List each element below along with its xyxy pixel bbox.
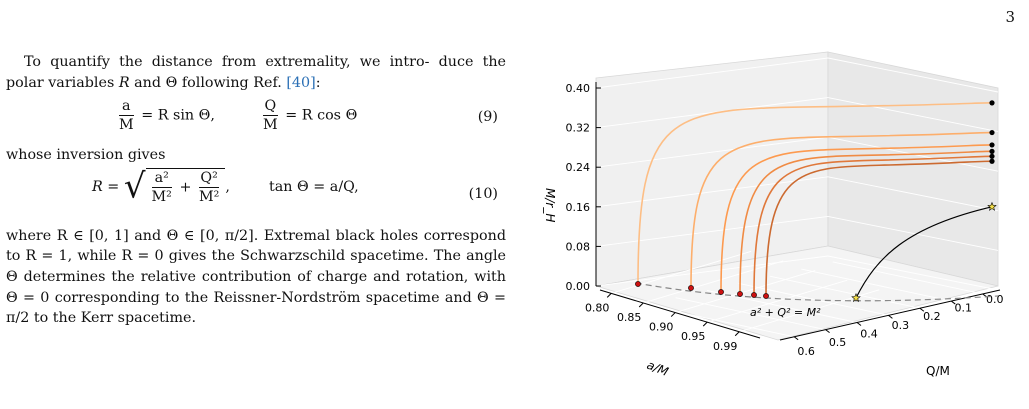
equation-10: R = √ a² M² + Q² M² , tan Θ = a/Q, (10) bbox=[92, 166, 498, 207]
z-tick-label: 0.32 bbox=[566, 122, 591, 135]
figure-3d-plot: 0.00 0.08 0.16 0.24 0.32 0.40 0.80 0.85 0.90 0.9… bbox=[543, 51, 1004, 379]
series-end-star bbox=[987, 201, 997, 211]
z-tick-label: 0.40 bbox=[566, 82, 591, 95]
y-tick-label: 0.6 bbox=[797, 345, 815, 358]
series-end-marker bbox=[989, 129, 995, 136]
grid-line-x bbox=[611, 250, 752, 294]
grid-line-z-right bbox=[827, 57, 999, 93]
series-end-marker bbox=[989, 100, 995, 106]
extremal-curve bbox=[635, 282, 999, 302]
grid-line-z bbox=[595, 57, 829, 89]
grid-line-y bbox=[801, 268, 952, 302]
y-tick-label: 0.0 bbox=[986, 293, 1004, 306]
series-group bbox=[635, 100, 997, 303]
x-tick-label: 0.95 bbox=[681, 330, 706, 343]
y-tick bbox=[793, 336, 799, 341]
y-tick-label: 0.5 bbox=[829, 336, 847, 349]
grid-lines bbox=[595, 57, 999, 338]
x-tick-label: 0.90 bbox=[649, 321, 674, 334]
series-curve bbox=[765, 160, 993, 297]
grid-line-y bbox=[769, 275, 920, 309]
series-start-marker bbox=[737, 291, 743, 297]
series-start-marker bbox=[635, 281, 641, 287]
series-curve bbox=[637, 102, 993, 285]
series-curve-kerr bbox=[855, 206, 993, 299]
grid-line-x bbox=[707, 279, 848, 323]
grid-line-y bbox=[644, 304, 795, 338]
grid-line-y bbox=[738, 282, 889, 316]
z-tick-label: 0.24 bbox=[566, 161, 591, 174]
y-tick bbox=[950, 300, 956, 305]
y-axis-line bbox=[779, 289, 1001, 341]
grid-line-z bbox=[595, 255, 829, 287]
paragraph-definitions: where R ∈ [0, 1] and Θ ∈ [0, π/2]. Extre… bbox=[6, 227, 507, 327]
equation-number-9: (9) bbox=[477, 109, 498, 126]
series-curve bbox=[690, 131, 993, 289]
x-tick-label: 0.80 bbox=[585, 301, 610, 314]
x-tick-label: 0.85 bbox=[617, 311, 642, 324]
x-tick-label: 0.99 bbox=[713, 340, 738, 353]
x-tick bbox=[638, 302, 644, 308]
grid-line-z bbox=[595, 136, 829, 168]
series-curve bbox=[720, 144, 993, 293]
page-number: 3 bbox=[1005, 8, 1015, 26]
y-tick-label: 0.2 bbox=[923, 310, 941, 323]
x-axis-title: a/M bbox=[645, 358, 671, 379]
z-axis: 0.00 0.08 0.16 0.24 0.32 0.40 bbox=[566, 82, 601, 293]
y-axis-title: Q/M bbox=[926, 364, 950, 378]
series-start-marker bbox=[751, 292, 757, 298]
z-tick-label: 0.16 bbox=[566, 201, 591, 214]
series-start-star bbox=[851, 293, 861, 303]
series-end-marker bbox=[989, 142, 995, 148]
grid-line-z bbox=[595, 97, 829, 129]
grid-line-z-right bbox=[827, 215, 999, 251]
grid-line-z bbox=[595, 176, 829, 208]
grid-line-x bbox=[643, 260, 784, 304]
grid-line-z bbox=[595, 215, 829, 247]
y-tick bbox=[856, 322, 862, 326]
series-curve bbox=[739, 150, 993, 295]
grid-line-y bbox=[675, 297, 826, 331]
series-end-marker bbox=[989, 148, 995, 154]
x-tick bbox=[670, 312, 676, 317]
series-start-marker bbox=[718, 289, 724, 295]
grid-line-z-right bbox=[827, 97, 999, 133]
y-tick bbox=[888, 314, 893, 319]
x-axis: 0.80 0.85 0.90 0.95 0.99 bbox=[585, 289, 761, 353]
text-column: To quantify the distance from extremalit… bbox=[6, 52, 506, 329]
y-tick-label: 0.1 bbox=[955, 302, 973, 315]
grid-line-z-right bbox=[827, 255, 999, 291]
equation-number-10: (10) bbox=[468, 185, 498, 202]
paragraph-intro: To quantify the distance from extremalit… bbox=[6, 54, 506, 91]
z-tick-label: 0.08 bbox=[566, 240, 591, 253]
ref-link[interactable]: [40] bbox=[286, 74, 316, 91]
series-start-marker bbox=[763, 293, 769, 299]
z-axis-title: M/r_H bbox=[543, 188, 557, 222]
series-curve bbox=[753, 155, 993, 296]
series-end-marker bbox=[989, 153, 995, 159]
y-tick-label: 0.3 bbox=[892, 319, 910, 332]
x-tick bbox=[606, 293, 612, 298]
paragraph-inversion: whose inversion gives bbox=[6, 147, 166, 164]
y-tick bbox=[919, 307, 925, 312]
grid-line-y bbox=[706, 290, 858, 323]
grid-line-y bbox=[832, 261, 983, 295]
x-axis-line bbox=[599, 289, 761, 339]
grid-line-z-right bbox=[827, 176, 999, 212]
y-tick-label: 0.4 bbox=[860, 328, 878, 341]
z-tick-label: 0.00 bbox=[566, 280, 591, 293]
series-end-marker bbox=[989, 158, 995, 164]
series-start-marker bbox=[688, 285, 694, 291]
extremal-annotation: a² + Q² = M² bbox=[750, 306, 821, 319]
x-tick bbox=[734, 331, 740, 337]
y-tick bbox=[825, 329, 830, 334]
grid-line-x bbox=[675, 270, 816, 313]
x-tick bbox=[702, 321, 708, 327]
